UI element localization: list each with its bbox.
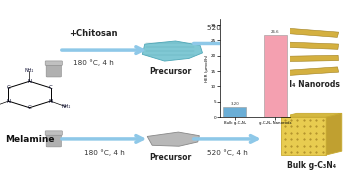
FancyBboxPatch shape (45, 131, 62, 135)
Text: g-C₃N₄ Nanorods: g-C₃N₄ Nanorods (268, 80, 340, 89)
FancyBboxPatch shape (46, 133, 61, 147)
Text: NH₂: NH₂ (25, 68, 34, 73)
Text: 180 °C, 4 h: 180 °C, 4 h (73, 60, 114, 66)
FancyArrow shape (269, 41, 339, 49)
Text: 26.6: 26.6 (271, 30, 280, 34)
Text: 180 °C, 4 h: 180 °C, 4 h (84, 149, 125, 156)
FancyArrow shape (269, 55, 338, 62)
Text: Precursor: Precursor (149, 67, 191, 76)
Text: +Chitosan: +Chitosan (69, 29, 118, 38)
Text: Melamine: Melamine (5, 135, 54, 144)
Polygon shape (147, 132, 200, 146)
Text: C: C (7, 85, 10, 90)
FancyArrow shape (269, 67, 339, 77)
FancyBboxPatch shape (46, 63, 61, 77)
Bar (264, 36, 287, 117)
Text: N: N (27, 79, 32, 84)
Text: N: N (49, 99, 53, 104)
Polygon shape (326, 113, 342, 155)
Text: N: N (6, 99, 10, 104)
Text: 3.20: 3.20 (230, 102, 239, 106)
FancyArrow shape (269, 27, 339, 37)
Text: Precursor: Precursor (149, 153, 191, 162)
Text: 520 °C, 4 h: 520 °C, 4 h (207, 149, 248, 156)
Text: Bulk g-C₃N₄: Bulk g-C₃N₄ (287, 161, 336, 170)
Polygon shape (142, 41, 203, 61)
FancyBboxPatch shape (45, 61, 62, 65)
Text: C: C (28, 105, 31, 110)
Text: NH₂: NH₂ (61, 104, 71, 109)
Text: C: C (49, 85, 52, 90)
Text: 520 °C, 4 h: 520 °C, 4 h (207, 24, 248, 31)
Polygon shape (281, 117, 326, 155)
Bar (223, 107, 246, 117)
Polygon shape (281, 113, 342, 117)
Y-axis label: HER (μmol/h): HER (μmol/h) (205, 54, 209, 82)
